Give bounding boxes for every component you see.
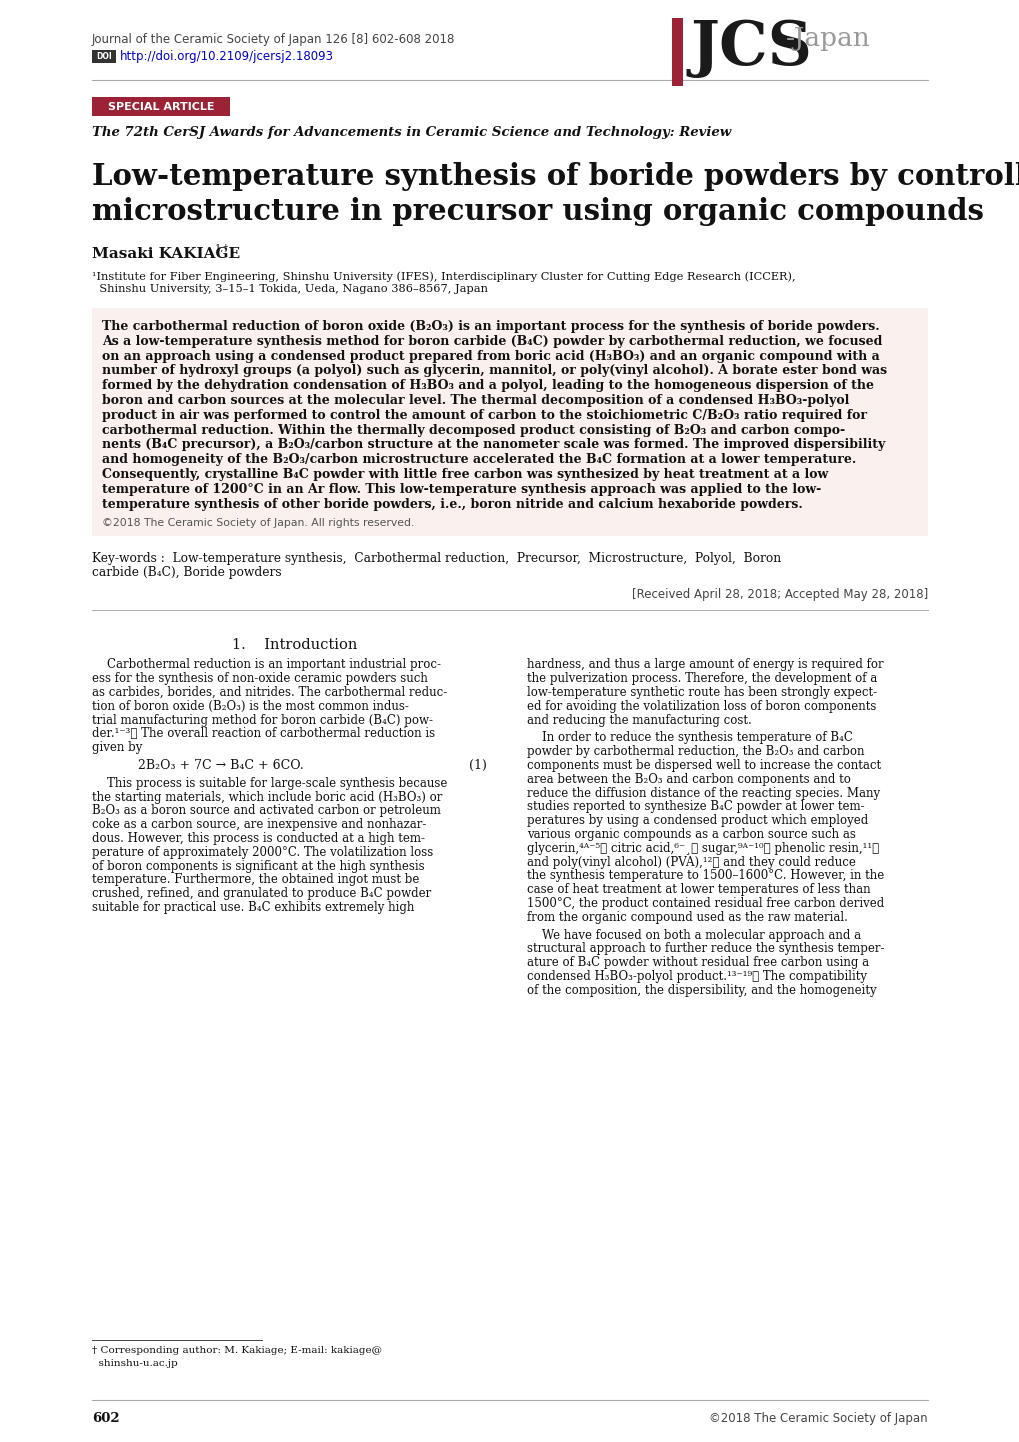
Text: hardness, and thus a large amount of energy is required for: hardness, and thus a large amount of ene… [527, 659, 882, 672]
Text: (1): (1) [469, 758, 486, 771]
Text: dous. However, this process is conducted at a high tem-: dous. However, this process is conducted… [92, 832, 425, 845]
Text: microstructure in precursor using organic compounds: microstructure in precursor using organi… [92, 198, 983, 226]
Text: structural approach to further reduce the synthesis temper-: structural approach to further reduce th… [527, 943, 883, 956]
Text: the synthesis temperature to 1500–1600°C. However, in the: the synthesis temperature to 1500–1600°C… [527, 870, 883, 883]
Text: and reducing the manufacturing cost.: and reducing the manufacturing cost. [527, 714, 751, 727]
Text: shinshu-u.ac.jp: shinshu-u.ac.jp [92, 1358, 177, 1368]
Text: Carbothermal reduction is an important industrial proc-: Carbothermal reduction is an important i… [92, 659, 440, 672]
Text: DOI: DOI [96, 52, 112, 61]
Text: carbide (B₄C), Boride powders: carbide (B₄C), Boride powders [92, 567, 281, 580]
Text: condensed H₃BO₃-polyol product.¹³⁻¹⁹⧠ The compatibility: condensed H₃BO₃-polyol product.¹³⁻¹⁹⧠ Th… [527, 970, 866, 983]
Text: trial manufacturing method for boron carbide (B₄C) pow-: trial manufacturing method for boron car… [92, 714, 433, 727]
Text: ¹Institute for Fiber Engineering, Shinshu University (IFES), Interdisciplinary C: ¹Institute for Fiber Engineering, Shinsh… [92, 271, 795, 281]
Text: temperature. Furthermore, the obtained ingot must be: temperature. Furthermore, the obtained i… [92, 874, 419, 887]
Text: given by: given by [92, 741, 143, 754]
Text: We have focused on both a molecular approach and a: We have focused on both a molecular appr… [527, 929, 860, 942]
Text: nents (B₄C precursor), a B₂O₃/carbon structure at the nanometer scale was formed: nents (B₄C precursor), a B₂O₃/carbon str… [102, 438, 884, 451]
Text: [Received April 28, 2018; Accepted May 28, 2018]: [Received April 28, 2018; Accepted May 2… [631, 588, 927, 601]
FancyBboxPatch shape [672, 17, 683, 87]
Text: temperature of 1200°C in an Ar flow. This low-temperature synthesis approach was: temperature of 1200°C in an Ar flow. Thi… [102, 483, 820, 496]
Text: The 72th CerSJ Awards for Advancements in Ceramic Science and Technology: Review: The 72th CerSJ Awards for Advancements i… [92, 125, 731, 138]
Text: powder by carbothermal reduction, the B₂O₃ and carbon: powder by carbothermal reduction, the B₂… [527, 746, 864, 758]
Text: number of hydroxyl groups (a polyol) such as glycerin, mannitol, or poly(vinyl a: number of hydroxyl groups (a polyol) suc… [102, 365, 887, 378]
Text: of the composition, the dispersibility, and the homogeneity: of the composition, the dispersibility, … [527, 983, 875, 996]
Text: boron and carbon sources at the molecular level. The thermal decomposition of a : boron and carbon sources at the molecula… [102, 394, 849, 407]
Text: In order to reduce the synthesis temperature of B₄C: In order to reduce the synthesis tempera… [527, 731, 852, 744]
Text: 602: 602 [92, 1412, 119, 1425]
FancyBboxPatch shape [92, 97, 229, 115]
Text: The carbothermal reduction of boron oxide (B₂O₃) is an important process for the: The carbothermal reduction of boron oxid… [102, 320, 878, 333]
Text: various organic compounds as a carbon source such as: various organic compounds as a carbon so… [527, 828, 855, 841]
Text: the starting materials, which include boric acid (H₃BO₃) or: the starting materials, which include bo… [92, 790, 442, 803]
Text: 2B₂O₃ + 7C → B₄C + 6CO.: 2B₂O₃ + 7C → B₄C + 6CO. [122, 758, 304, 771]
Text: SPECIAL ARTICLE: SPECIAL ARTICLE [108, 101, 214, 111]
Text: of boron components is significant at the high synthesis: of boron components is significant at th… [92, 859, 424, 872]
Text: low-temperature synthetic route has been strongly expect-: low-temperature synthetic route has been… [527, 686, 876, 699]
Text: perature of approximately 2000°C. The volatilization loss: perature of approximately 2000°C. The vo… [92, 846, 433, 859]
Text: B₂O₃ as a boron source and activated carbon or petroleum: B₂O₃ as a boron source and activated car… [92, 805, 440, 818]
Text: coke as a carbon source, are inexpensive and nonhazar-: coke as a carbon source, are inexpensive… [92, 818, 426, 831]
Text: area between the B₂O₃ and carbon components and to: area between the B₂O₃ and carbon compone… [527, 773, 850, 786]
Text: 1,†: 1,† [215, 244, 229, 252]
Text: Low-temperature synthesis of boride powders by controlling: Low-temperature synthesis of boride powd… [92, 162, 1019, 190]
Text: formed by the dehydration condensation of H₃BO₃ and a polyol, leading to the hom: formed by the dehydration condensation o… [102, 379, 873, 392]
Text: Consequently, crystalline B₄C powder with little free carbon was synthesized by : Consequently, crystalline B₄C powder wit… [102, 469, 827, 482]
Text: from the organic compound used as the raw material.: from the organic compound used as the ra… [527, 911, 847, 924]
Text: studies reported to synthesize B₄C powder at lower tem-: studies reported to synthesize B₄C powde… [527, 800, 864, 813]
Text: http://doi.org/10.2109/jcersj2.18093: http://doi.org/10.2109/jcersj2.18093 [120, 50, 333, 63]
Text: JCS: JCS [690, 17, 812, 78]
Text: as carbides, borides, and nitrides. The carbothermal reduc-: as carbides, borides, and nitrides. The … [92, 686, 446, 699]
Text: 1500°C, the product contained residual free carbon derived: 1500°C, the product contained residual f… [527, 897, 883, 910]
Text: case of heat treatment at lower temperatures of less than: case of heat treatment at lower temperat… [527, 883, 870, 895]
Text: This process is suitable for large-scale synthesis because: This process is suitable for large-scale… [92, 777, 447, 790]
Text: and homogeneity of the B₂O₃/carbon microstructure accelerated the B₄C formation : and homogeneity of the B₂O₃/carbon micro… [102, 453, 855, 466]
Text: Journal of the Ceramic Society of Japan 126 [8] 602-608 2018: Journal of the Ceramic Society of Japan … [92, 33, 454, 46]
Text: As a low-temperature synthesis method for boron carbide (B₄C) powder by carbothe: As a low-temperature synthesis method fo… [102, 335, 881, 348]
FancyBboxPatch shape [92, 50, 116, 63]
Text: and poly(vinyl alcohol) (PVA),¹²⧠ and they could reduce: and poly(vinyl alcohol) (PVA),¹²⧠ and th… [527, 855, 855, 868]
Text: suitable for practical use. B₄C exhibits extremely high: suitable for practical use. B₄C exhibits… [92, 901, 414, 914]
Text: ature of B₄C powder without residual free carbon using a: ature of B₄C powder without residual fre… [527, 956, 868, 969]
Text: Shinshu University, 3–15–1 Tokida, Ueda, Nagano 386–8567, Japan: Shinshu University, 3–15–1 Tokida, Ueda,… [92, 284, 487, 294]
Text: reduce the diffusion distance of the reacting species. Many: reduce the diffusion distance of the rea… [527, 786, 879, 800]
Text: 1.    Introduction: 1. Introduction [231, 639, 357, 652]
Text: ed for avoiding the volatilization loss of boron components: ed for avoiding the volatilization loss … [527, 699, 875, 712]
Text: the pulverization process. Therefore, the development of a: the pulverization process. Therefore, th… [527, 672, 876, 685]
Text: ©2018 The Ceramic Society of Japan. All rights reserved.: ©2018 The Ceramic Society of Japan. All … [102, 519, 414, 528]
Text: temperature synthesis of other boride powders, i.e., boron nitride and calcium h: temperature synthesis of other boride po… [102, 497, 802, 510]
Text: on an approach using a condensed product prepared from boric acid (H₃BO₃) and an: on an approach using a condensed product… [102, 349, 879, 362]
Text: components must be dispersed well to increase the contact: components must be dispersed well to inc… [527, 758, 880, 771]
Text: ess for the synthesis of non-oxide ceramic powders such: ess for the synthesis of non-oxide ceram… [92, 672, 427, 685]
Text: product in air was performed to control the amount of carbon to the stoichiometr: product in air was performed to control … [102, 408, 866, 423]
Text: carbothermal reduction. Within the thermally decomposed product consisting of B₂: carbothermal reduction. Within the therm… [102, 424, 845, 437]
Text: crushed, refined, and granulated to produce B₄C powder: crushed, refined, and granulated to prod… [92, 887, 431, 900]
Text: peratures by using a condensed product which employed: peratures by using a condensed product w… [527, 815, 867, 828]
Text: glycerin,⁴ᴬ⁻⁵⧠ citric acid,⁶⁻¸⧠ sugar,⁹ᴬ⁻¹⁰⧠ phenolic resin,¹¹⧠: glycerin,⁴ᴬ⁻⁵⧠ citric acid,⁶⁻¸⧠ sugar,⁹ᴬ… [527, 842, 878, 855]
Text: Key-words :  Low-temperature synthesis,  Carbothermal reduction,  Precursor,  Mi: Key-words : Low-temperature synthesis, C… [92, 552, 781, 565]
Text: † Corresponding author: M. Kakiage; E-mail: kakiage@: † Corresponding author: M. Kakiage; E-ma… [92, 1345, 382, 1355]
FancyBboxPatch shape [92, 309, 927, 536]
Text: tion of boron oxide (B₂O₃) is the most common indus-: tion of boron oxide (B₂O₃) is the most c… [92, 699, 409, 712]
Text: Masaki KAKIAGE: Masaki KAKIAGE [92, 247, 239, 261]
Text: ©2018 The Ceramic Society of Japan: ©2018 The Ceramic Society of Japan [708, 1412, 927, 1425]
Text: der.¹⁻³⧠ The overall reaction of carbothermal reduction is: der.¹⁻³⧠ The overall reaction of carboth… [92, 727, 435, 740]
Text: -Japan: -Japan [786, 26, 870, 50]
